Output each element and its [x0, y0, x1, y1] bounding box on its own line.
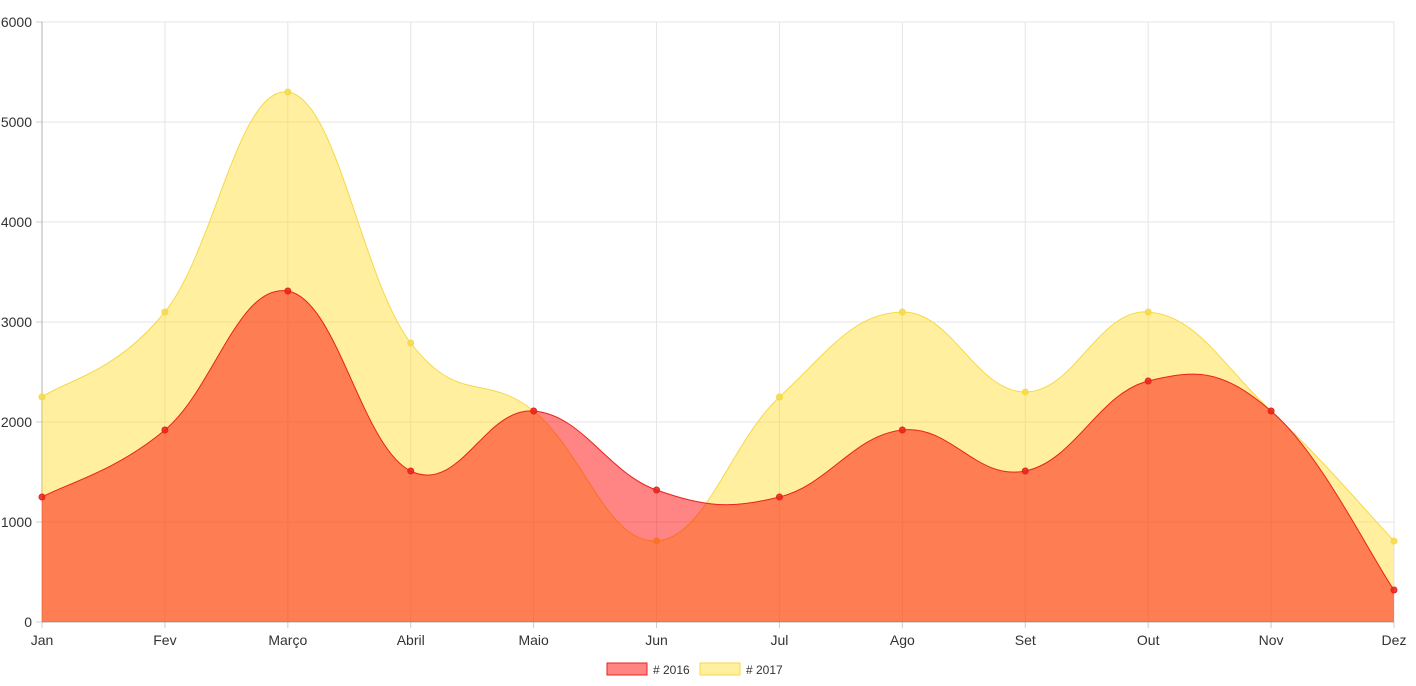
- y-tick-label: 5000: [1, 114, 32, 130]
- data-point-2017[interactable]: [161, 308, 169, 316]
- data-point-2016[interactable]: [775, 493, 783, 501]
- y-tick-label: 3000: [1, 314, 32, 330]
- data-point-2016[interactable]: [653, 486, 661, 494]
- y-tick-label: 4000: [1, 214, 32, 230]
- data-point-2016[interactable]: [1390, 586, 1398, 594]
- y-axis: 0 1000 2000 3000 4000 5000 6000: [1, 14, 43, 630]
- x-tick-label: Fev: [153, 632, 176, 648]
- y-tick-label: 1000: [1, 514, 32, 530]
- legend-swatch-2017[interactable]: [699, 662, 741, 676]
- y-tick-label: 6000: [1, 14, 32, 30]
- x-tick-label: Março: [268, 632, 307, 648]
- data-point-2017[interactable]: [653, 537, 661, 545]
- data-point-2016[interactable]: [161, 426, 169, 434]
- data-point-2016[interactable]: [1267, 407, 1275, 415]
- data-point-2017[interactable]: [284, 88, 292, 96]
- data-point-2016[interactable]: [407, 467, 415, 475]
- data-point-2017[interactable]: [898, 308, 906, 316]
- x-tick-label: Jan: [31, 632, 54, 648]
- data-point-2016[interactable]: [38, 493, 46, 501]
- series-line-2017: [41, 91, 1395, 542]
- data-point-2017[interactable]: [1144, 308, 1152, 316]
- data-point-2017[interactable]: [1021, 388, 1029, 396]
- x-axis: Jan Fev Março Abril Maio Jun Jul Ago Set Out Nov De…: [31, 621, 1407, 648]
- chart-legend: # 2016 # 2017: [606, 662, 783, 677]
- x-tick-label: Ago: [890, 632, 915, 648]
- data-point-2016[interactable]: [284, 287, 292, 295]
- data-point-2017[interactable]: [1390, 537, 1398, 545]
- legend-label-2016[interactable]: # 2016: [653, 663, 690, 677]
- x-tick-label: Jun: [645, 632, 668, 648]
- series-layer: [38, 88, 1398, 622]
- series-area-2017: [42, 91, 1394, 622]
- data-point-2016[interactable]: [1144, 377, 1152, 385]
- data-point-2016[interactable]: [898, 426, 906, 434]
- series-area-2016: [42, 290, 1394, 622]
- x-tick-label: Nov: [1259, 632, 1284, 648]
- x-tick-label: Abril: [397, 632, 425, 648]
- x-tick-label: Set: [1015, 632, 1036, 648]
- legend-swatch-2016[interactable]: [606, 662, 648, 676]
- x-tick-label: Maio: [518, 632, 549, 648]
- data-point-2017[interactable]: [775, 393, 783, 401]
- data-point-2016[interactable]: [1021, 467, 1029, 475]
- data-point-2016[interactable]: [530, 407, 538, 415]
- data-point-2017[interactable]: [38, 393, 46, 401]
- x-tick-label: Jul: [771, 632, 789, 648]
- x-tick-label: Dez: [1382, 632, 1407, 648]
- series-line-2016: [41, 290, 1395, 591]
- legend-label-2017[interactable]: # 2017: [746, 663, 783, 677]
- chart-grid: [41, 21, 1395, 623]
- y-tick-label: 0: [24, 614, 32, 630]
- x-tick-label: Out: [1137, 632, 1160, 648]
- data-point-2017[interactable]: [407, 339, 415, 347]
- y-tick-label: 2000: [1, 414, 32, 430]
